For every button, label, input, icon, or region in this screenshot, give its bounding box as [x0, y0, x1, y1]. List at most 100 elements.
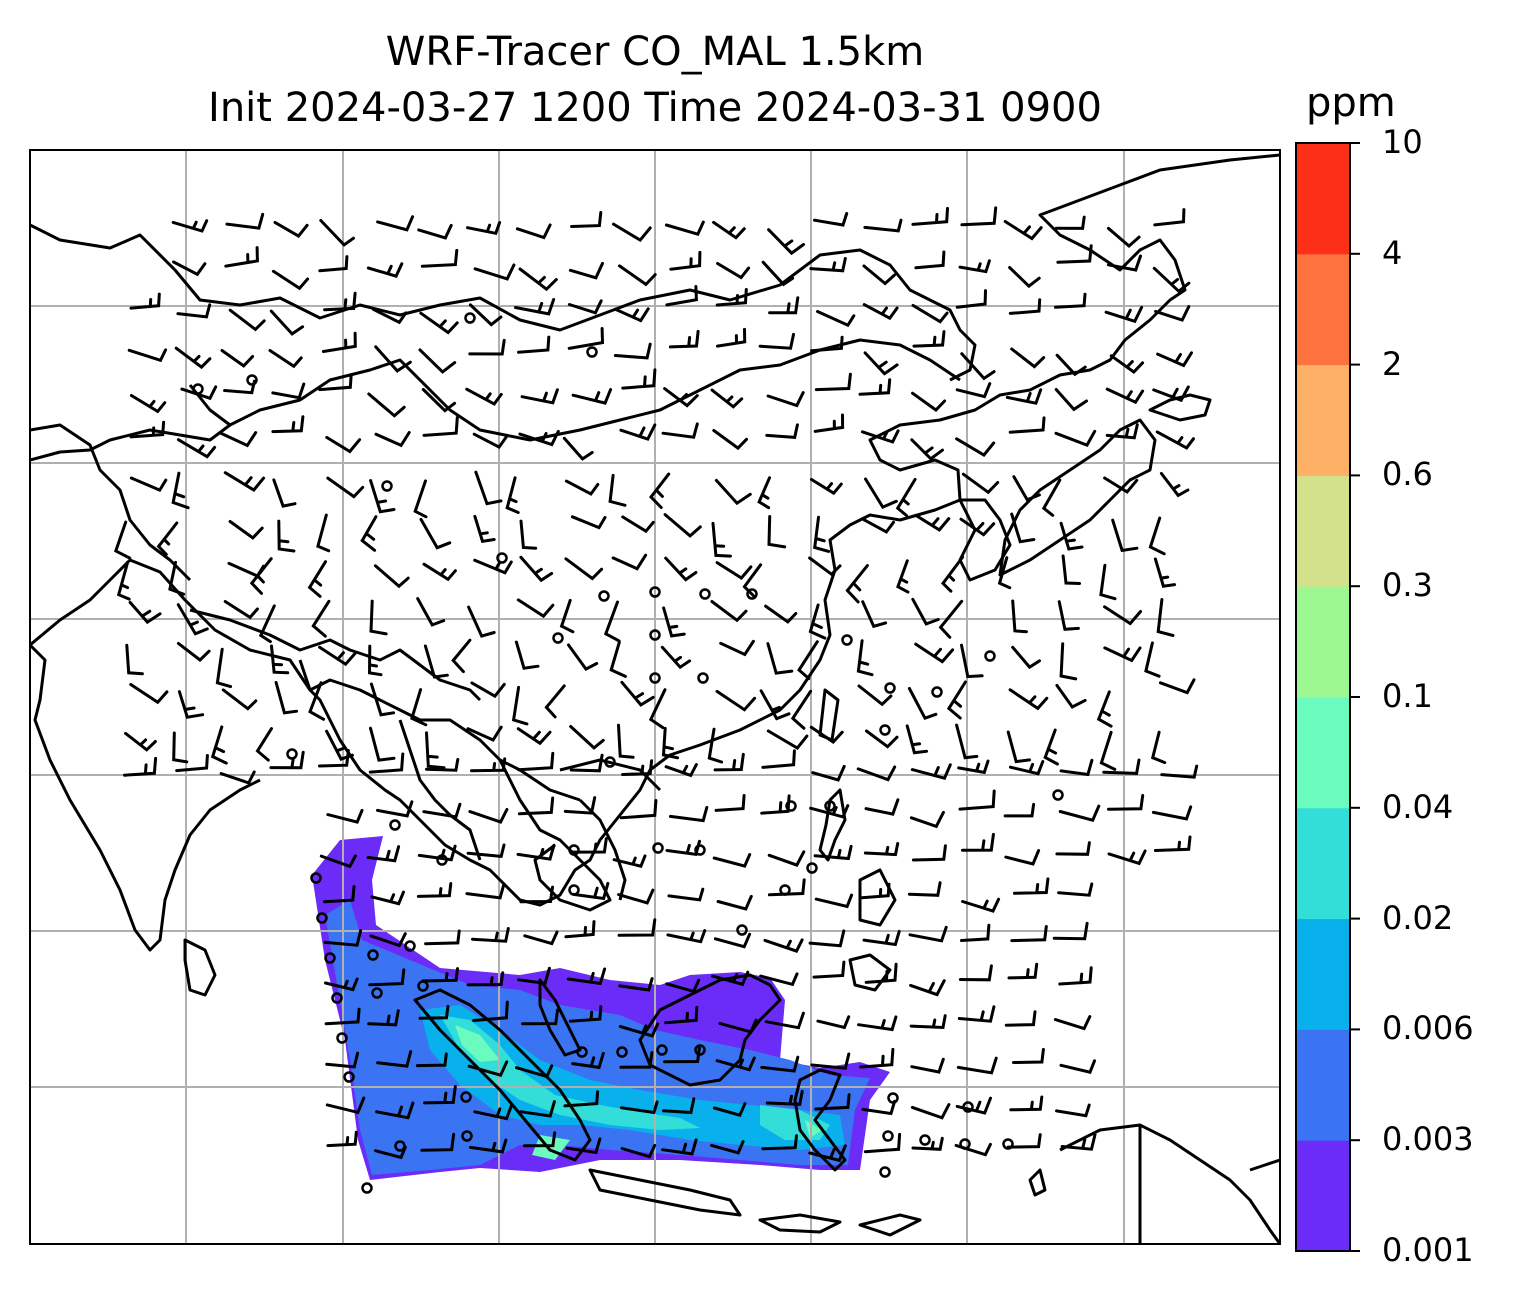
calm-wind-marker [697, 672, 709, 684]
map-title-line1: WRF-Tracer CO_MAL 1.5km [385, 29, 925, 75]
colorbar-segment [1296, 586, 1350, 698]
colorbar-tick-label: 0.6 [1382, 455, 1433, 494]
wind-barb [809, 257, 847, 273]
wind-barb [895, 477, 917, 517]
wind-barb [471, 927, 510, 943]
wind-barb [326, 808, 364, 824]
wind-barb [662, 606, 686, 638]
wind-barb [325, 435, 362, 454]
wind-barb [374, 345, 412, 373]
wind-barb [324, 977, 359, 992]
wind-barb [715, 1056, 756, 1072]
wind-barb [863, 842, 900, 857]
wind-barb [468, 303, 503, 327]
colorbar [1295, 142, 1360, 1252]
wind-barb [225, 212, 265, 230]
wind-barb [466, 971, 505, 987]
wind-barb [809, 725, 844, 744]
wind-barb [466, 221, 502, 236]
calm-wind-marker [962, 1101, 974, 1113]
wind-barb [326, 476, 365, 499]
wind-barb [814, 893, 854, 909]
wind-barb [367, 644, 383, 677]
wind-barb [957, 759, 990, 775]
wind-barb [813, 515, 831, 553]
wind-barb [1152, 385, 1190, 403]
wind-barb [619, 423, 657, 441]
wind-barb [1096, 690, 1113, 728]
wind-barb [759, 689, 791, 721]
wind-barb [516, 843, 556, 861]
wind-barb [716, 327, 747, 348]
wind-barb [568, 1005, 603, 1023]
wind-barb [129, 476, 168, 492]
wind-barb [1006, 1133, 1042, 1149]
calm-wind-marker [461, 1130, 473, 1142]
wind-barb [1010, 925, 1048, 943]
wind-barb [517, 796, 555, 816]
colorbar-tick-label: 0.3 [1382, 566, 1433, 605]
wind-barb [519, 885, 554, 904]
wind-barb [511, 685, 529, 726]
wind-barb [911, 206, 949, 226]
wind-barb [1144, 641, 1161, 678]
wind-barb [763, 938, 804, 953]
wind-barb [518, 429, 560, 447]
wind-barb [1155, 430, 1195, 450]
wind-barb [767, 228, 805, 256]
calm-wind-marker [496, 552, 508, 564]
wind-barb [1153, 835, 1192, 852]
wind-barb [515, 1064, 554, 1079]
wind-barb [570, 515, 607, 530]
calm-wind-marker [361, 1182, 373, 1194]
wind-barb [1010, 347, 1046, 369]
wind-barb [258, 604, 276, 644]
wind-barb [618, 977, 654, 992]
wind-barb [612, 854, 647, 868]
wind-barb [1103, 476, 1139, 494]
calm-wind-marker [331, 992, 343, 1004]
wind-barb [649, 472, 671, 509]
wind-barb [911, 303, 949, 324]
calm-wind-marker [841, 634, 853, 646]
wind-barb [319, 854, 357, 869]
wind-barb [1151, 805, 1193, 821]
wind-barb [323, 929, 363, 947]
wind-barb [905, 724, 929, 755]
wind-barb [567, 327, 605, 350]
wind-barb [764, 604, 798, 624]
wind-barb [1104, 305, 1144, 324]
wind-barb [523, 930, 559, 946]
wind-barb [1153, 557, 1177, 588]
colorbar-segment [1296, 143, 1350, 255]
calm-wind-marker [586, 346, 598, 358]
wind-barb [113, 520, 132, 560]
wind-barb [1054, 292, 1087, 309]
wind-barb [1009, 1095, 1044, 1112]
wind-barb [618, 1022, 660, 1038]
calm-wind-marker [394, 1140, 406, 1152]
wind-barb [422, 802, 462, 819]
wind-barb [564, 920, 596, 939]
wind-barb [376, 800, 414, 818]
calm-wind-marker [649, 586, 661, 598]
wind-barb [1054, 215, 1086, 230]
wind-barb [517, 335, 551, 354]
wind-barb [611, 553, 648, 571]
wind-barb [711, 970, 750, 987]
wind-barb [228, 308, 266, 332]
wind-barb [168, 560, 186, 596]
wind-barb [1106, 254, 1142, 272]
wind-barb [514, 298, 556, 316]
wind-barb [621, 759, 654, 776]
wind-barb [669, 250, 702, 271]
coastlines-borders [30, 153, 1280, 1244]
wind-barb [468, 1138, 508, 1154]
wind-barb [472, 432, 509, 450]
wind-barb [767, 878, 806, 897]
calm-wind-marker [404, 940, 416, 952]
wind-barb [129, 394, 167, 414]
calm-wind-marker [884, 682, 896, 694]
wind-barb [422, 416, 459, 437]
